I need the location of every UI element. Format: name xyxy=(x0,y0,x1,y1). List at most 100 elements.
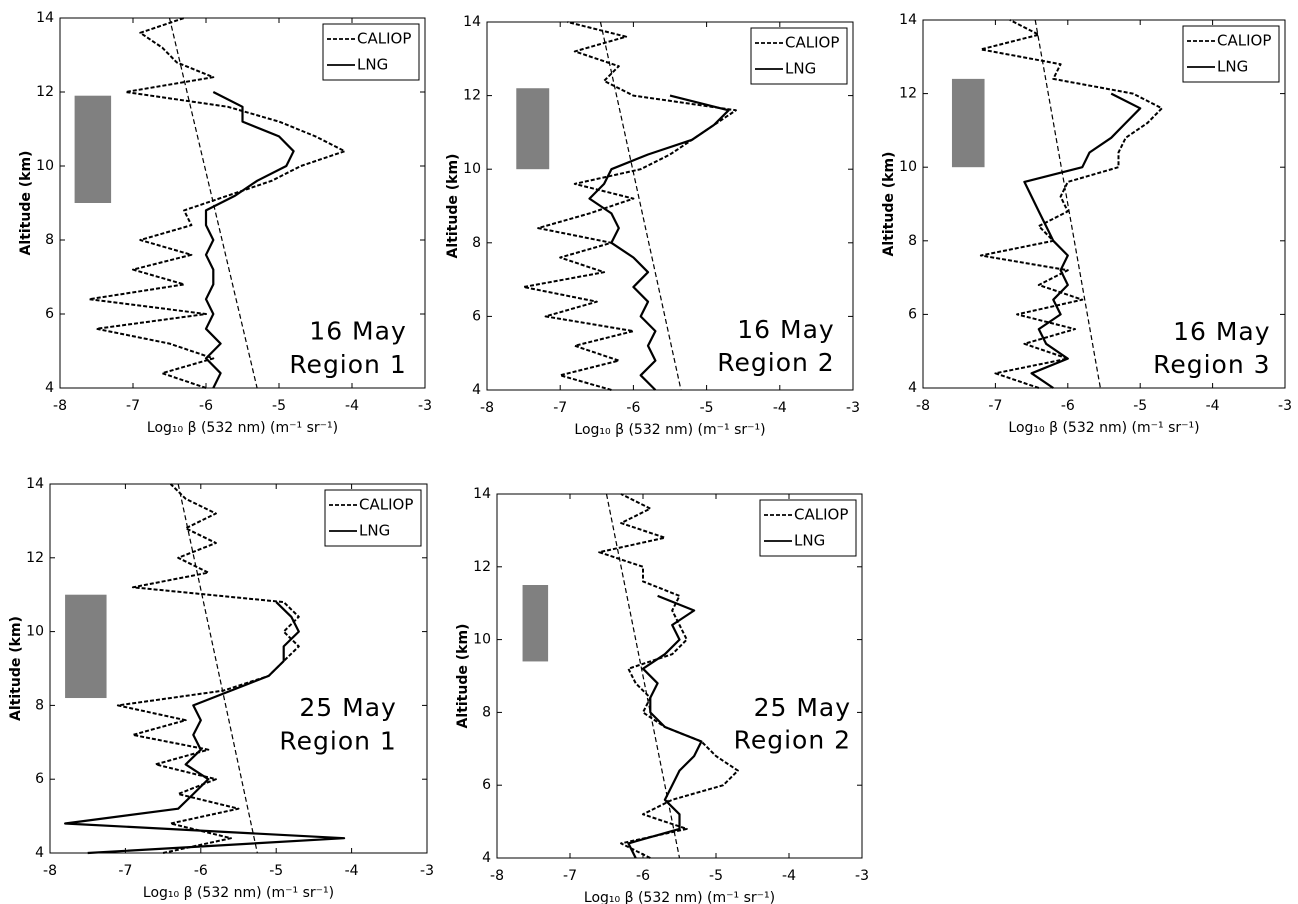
annotation: 16 May xyxy=(309,317,406,346)
y-tick-label: 12 xyxy=(36,84,54,100)
x-tick-label: -7 xyxy=(988,398,1002,414)
x-tick-label: -6 xyxy=(1061,398,1075,414)
panel: -8 -7 -6 -5 -4 -3 4 6 8 10 12 14 Log₁₀ β (532 nm) (m… xyxy=(445,14,860,438)
profile-line xyxy=(88,17,346,389)
legend-label: CALIOP xyxy=(357,30,411,48)
y-tick-label: 10 xyxy=(899,159,917,175)
y-tick-label: 6 xyxy=(45,306,54,322)
x-tick-label: -5 xyxy=(709,868,723,884)
x-tick-label: -8 xyxy=(490,868,504,884)
y-axis-label: Altitude (km) xyxy=(445,154,461,259)
x-tick-label: -4 xyxy=(345,863,359,879)
x-tick-label: -7 xyxy=(553,400,567,416)
x-tick-label: -8 xyxy=(43,863,57,879)
legend-box xyxy=(750,27,848,85)
x-tick-label: -7 xyxy=(118,863,132,879)
x-tick-label: -8 xyxy=(480,400,494,416)
annotation: Region 1 xyxy=(289,350,406,379)
annotation: 16 May xyxy=(1173,317,1270,346)
y-tick-label: 4 xyxy=(472,382,481,398)
legend-label: CALIOP xyxy=(794,506,848,524)
x-tick-label: -6 xyxy=(194,863,208,879)
y-tick-label: 10 xyxy=(26,624,44,640)
y-axis-label: Altitude (km) xyxy=(455,624,471,729)
legend-label: CALIOP xyxy=(359,496,413,514)
annotation: 16 May xyxy=(737,315,834,344)
shaded-band xyxy=(74,95,112,203)
profile-line xyxy=(204,91,295,389)
profile-line xyxy=(979,19,1163,389)
x-tick-label: -4 xyxy=(773,400,787,416)
y-tick-label: 10 xyxy=(36,158,54,174)
annotation: 25 May xyxy=(754,693,851,722)
panel: -8 -7 -6 -5 -4 -3 4 6 8 10 12 14 Log₁₀ β (532 nm) (m… xyxy=(18,10,432,436)
legend-label: LNG xyxy=(359,522,390,540)
profile-line xyxy=(627,594,703,859)
y-tick-label: 6 xyxy=(482,777,491,793)
legend-label: CALIOP xyxy=(785,34,839,52)
profile-line xyxy=(522,21,737,391)
annotation: Region 1 xyxy=(279,726,396,755)
y-tick-label: 12 xyxy=(899,86,917,102)
annotation: Region 2 xyxy=(717,348,834,377)
x-tick-label: -8 xyxy=(53,398,67,414)
plot-frame xyxy=(922,19,1286,389)
plot-frame xyxy=(59,17,426,389)
y-axis-label: Altitude (km) xyxy=(18,151,34,256)
x-tick-label: -8 xyxy=(916,398,930,414)
y-tick-label: 14 xyxy=(26,476,44,492)
y-tick-label: 6 xyxy=(472,308,481,324)
plot-frame xyxy=(49,483,428,854)
x-axis-label: Log₁₀ β (532 nm) (m⁻¹ sr⁻¹) xyxy=(143,885,334,901)
y-tick-label: 4 xyxy=(908,380,917,396)
reference-line xyxy=(605,493,681,859)
x-axis-label: Log₁₀ β (532 nm) (m⁻¹ sr⁻¹) xyxy=(1008,420,1199,436)
y-tick-label: 8 xyxy=(482,704,491,720)
y-tick-label: 8 xyxy=(45,232,54,248)
x-tick-label: -7 xyxy=(563,868,577,884)
legend-label: LNG xyxy=(785,60,816,78)
x-axis-label: Log₁₀ β (532 nm) (m⁻¹ sr⁻¹) xyxy=(584,890,775,904)
shaded-band xyxy=(516,88,550,170)
annotation: Region 3 xyxy=(1153,350,1270,379)
y-tick-label: 12 xyxy=(26,550,44,566)
x-tick-label: -5 xyxy=(272,398,286,414)
x-tick-label: -5 xyxy=(1133,398,1147,414)
panel: -8 -7 -6 -5 -4 -3 4 6 8 10 12 14 Log₁₀ β (532 nm) (m… xyxy=(881,12,1292,436)
y-tick-label: 14 xyxy=(899,12,917,28)
x-axis-label: Log₁₀ β (532 nm) (m⁻¹ sr⁻¹) xyxy=(574,422,765,438)
profile-line xyxy=(63,601,346,855)
x-tick-label: -6 xyxy=(199,398,213,414)
x-tick-label: -5 xyxy=(269,863,283,879)
reference-line xyxy=(1034,19,1101,389)
x-tick-label: -3 xyxy=(855,868,869,884)
x-tick-label: -3 xyxy=(1278,398,1292,414)
panel: -8 -7 -6 -5 -4 -3 4 6 8 10 12 14 Log₁₀ β (532 nm) (m… xyxy=(8,476,434,901)
y-tick-label: 14 xyxy=(473,486,491,502)
y-tick-label: 6 xyxy=(908,306,917,322)
legend-label: LNG xyxy=(357,56,388,74)
reference-line xyxy=(168,17,258,389)
x-tick-label: -4 xyxy=(1206,398,1220,414)
y-tick-label: 4 xyxy=(482,850,491,866)
shaded-band xyxy=(951,78,985,168)
y-axis-label: Altitude (km) xyxy=(881,152,897,257)
y-tick-label: 8 xyxy=(908,233,917,249)
profile-line xyxy=(1023,92,1142,389)
legend-box xyxy=(322,23,420,81)
legend-box xyxy=(324,489,422,547)
annotation: 25 May xyxy=(299,693,396,722)
y-tick-label: 6 xyxy=(35,771,44,787)
y-tick-label: 14 xyxy=(463,14,481,30)
y-tick-label: 4 xyxy=(35,845,44,861)
y-tick-label: 8 xyxy=(35,697,44,713)
y-axis-label: Altitude (km) xyxy=(8,616,24,721)
legend-label: CALIOP xyxy=(1217,32,1271,50)
annotation: Region 2 xyxy=(734,726,851,755)
legend-box xyxy=(759,499,857,557)
x-tick-label: -4 xyxy=(782,868,796,884)
x-tick-label: -3 xyxy=(420,863,434,879)
x-tick-label: -7 xyxy=(126,398,140,414)
legend-label: LNG xyxy=(794,532,825,550)
